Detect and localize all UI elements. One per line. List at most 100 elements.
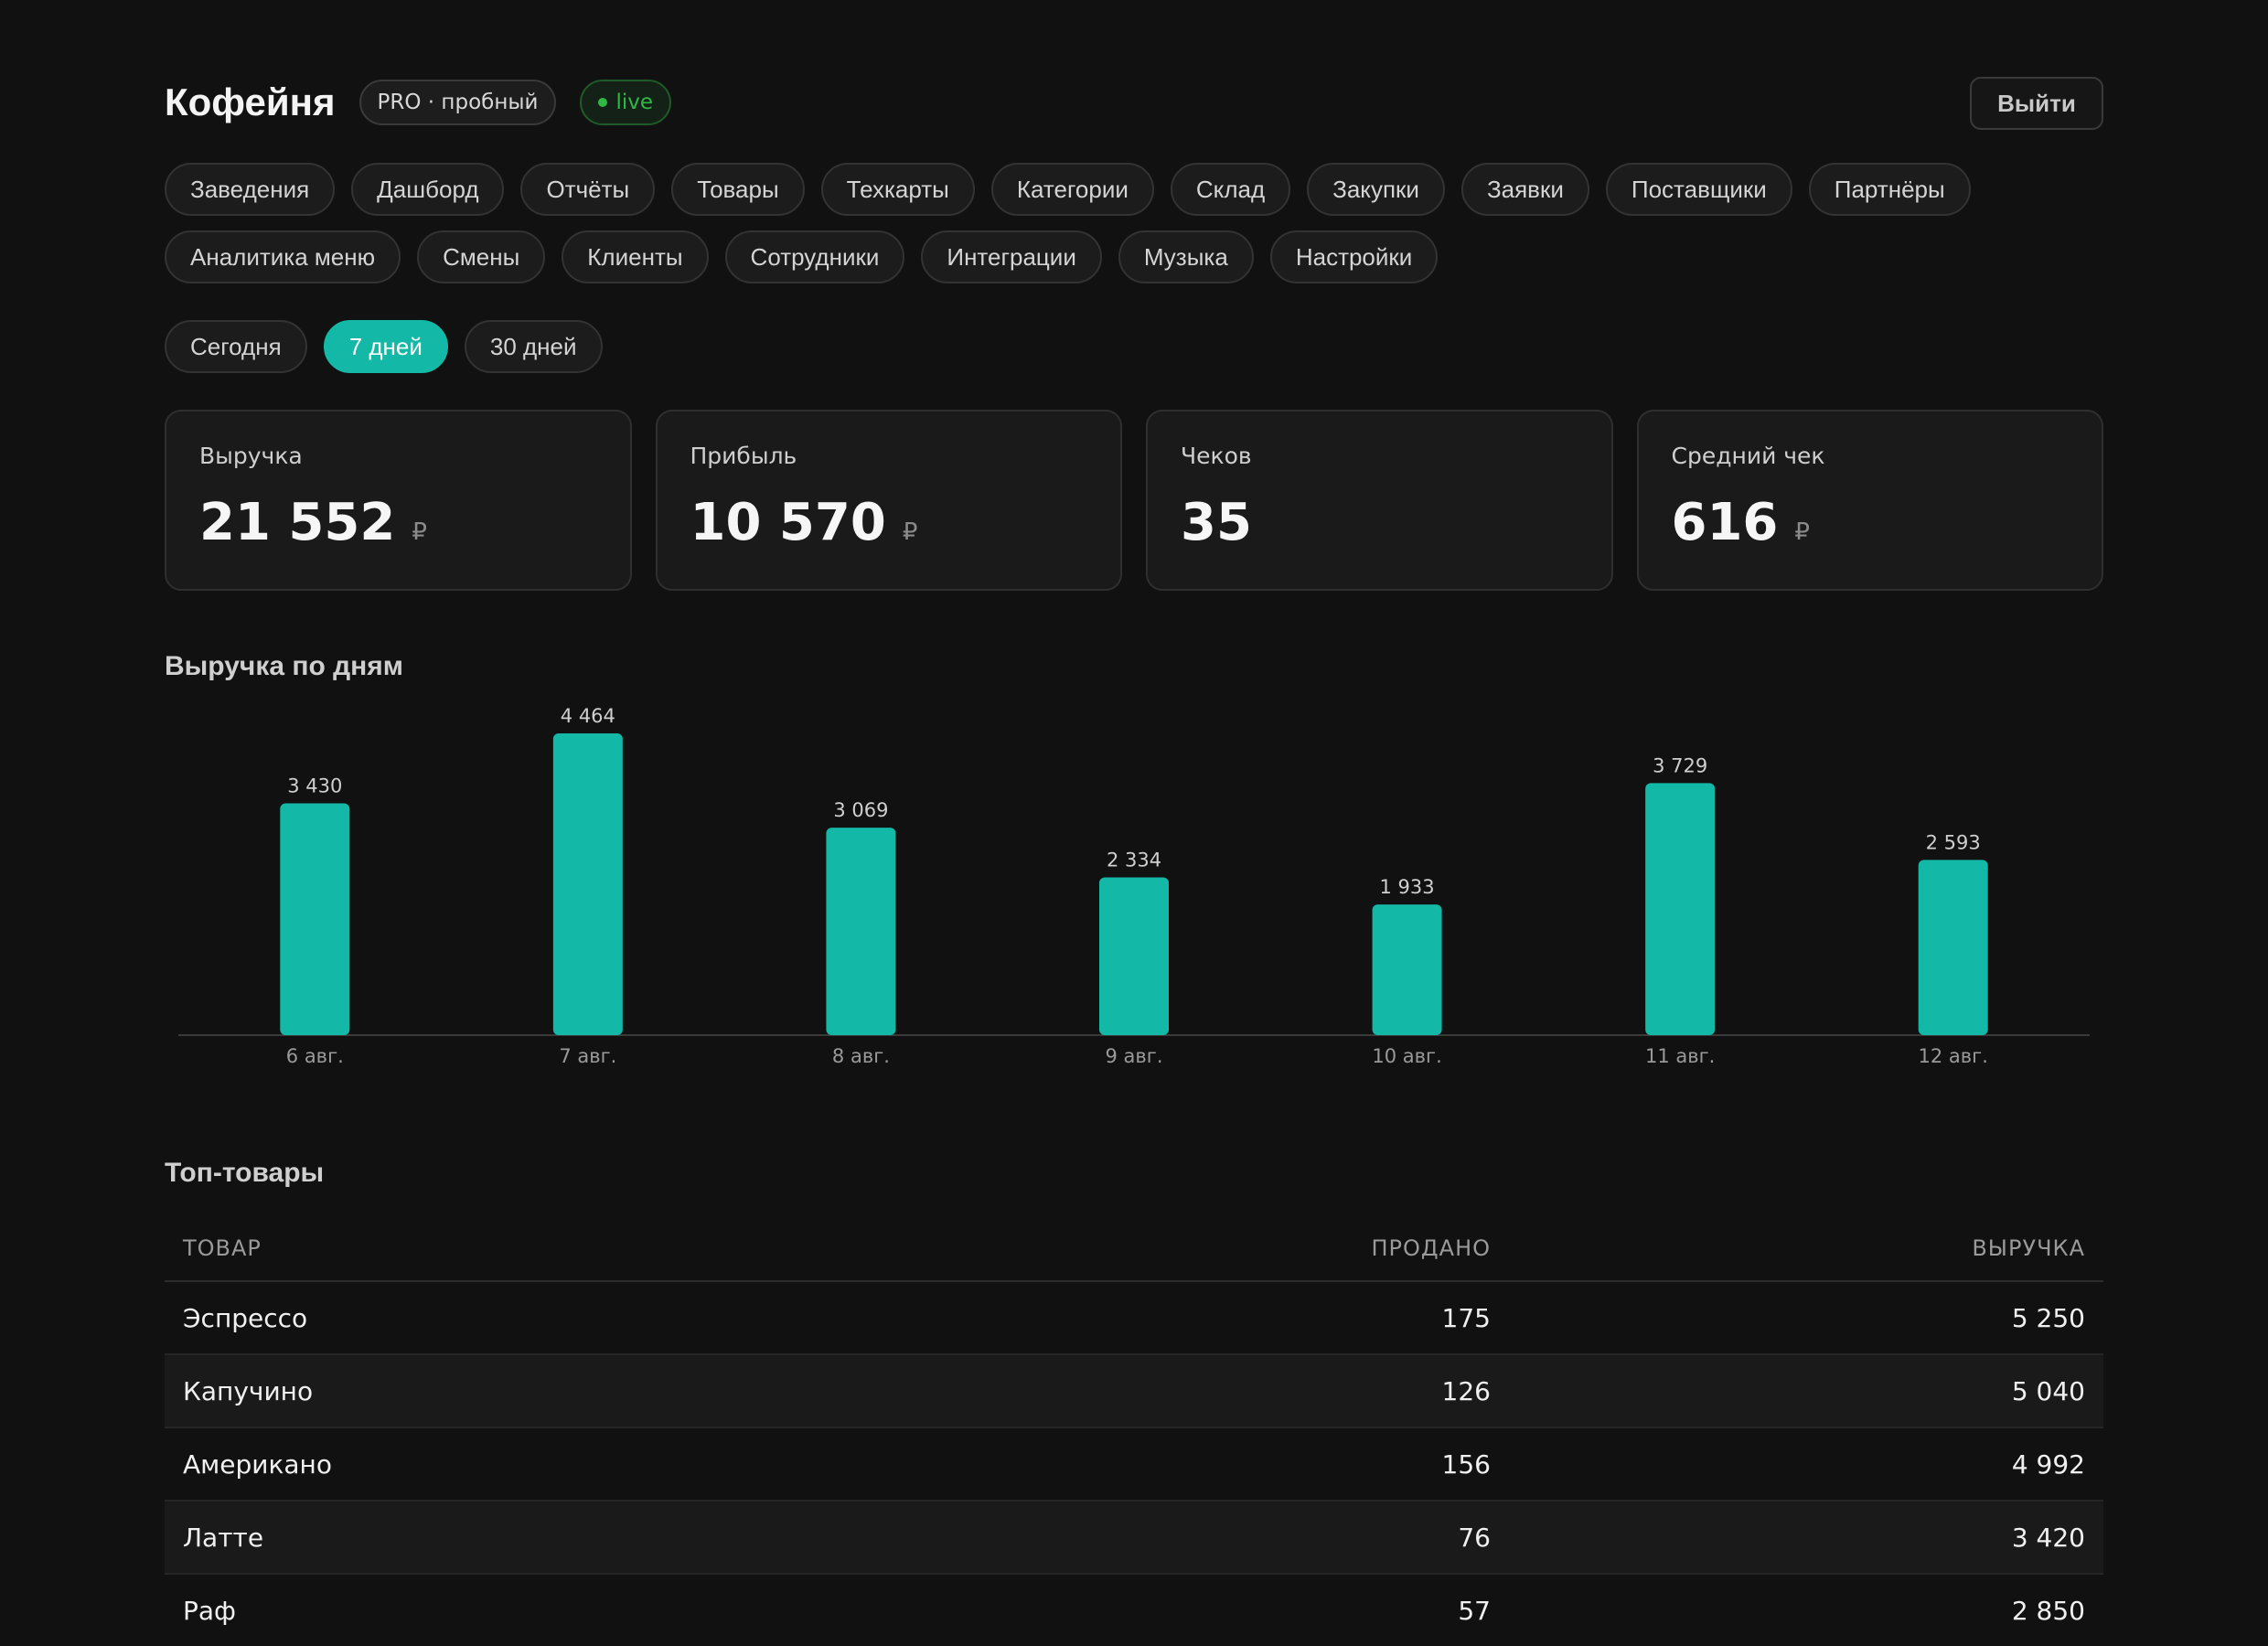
- stat-value-row: 21 552 ₽: [199, 493, 597, 552]
- table-body: Эспрессо 175 5 250 Капучино 126 5 040 Американ…: [165, 1282, 2103, 1646]
- revenue-cell: 5 250: [2011, 1302, 2085, 1333]
- nav-item-17[interactable]: Настройки: [1269, 230, 1439, 283]
- x-tick-label: 11 авг.: [1645, 1045, 1715, 1067]
- nav-item-3[interactable]: Товары: [671, 163, 805, 216]
- chart-bar[interactable]: [1372, 904, 1442, 1035]
- x-tick-label: 9 авг.: [1106, 1045, 1163, 1067]
- bar-value-label: 2 334: [1107, 849, 1161, 871]
- stat-label: Средний чек: [1671, 443, 1825, 469]
- revenue-cell: 3 420: [2011, 1522, 2085, 1553]
- top-products-title: Топ-товары: [165, 1158, 325, 1188]
- top-products-table: ТОВАР ПРОДАНО ВЫРУЧКА Эспрессо 175 5 250 Ка…: [165, 1216, 2103, 1646]
- chart-bar[interactable]: [1099, 877, 1169, 1035]
- sold-cell: 175: [1441, 1302, 1491, 1333]
- sold-cell: 156: [1441, 1448, 1491, 1480]
- bar-value-label: 4 464: [561, 705, 615, 727]
- x-tick-label: 7 авг.: [559, 1045, 616, 1067]
- app-title: Кофейня: [165, 80, 336, 123]
- nav-item-1[interactable]: Дашборд: [351, 163, 505, 216]
- stat-label: Чеков: [1181, 443, 1252, 469]
- stat-value: 35: [1181, 493, 1252, 552]
- nav-item-11[interactable]: Аналитика меню: [165, 230, 401, 283]
- product-name-cell: Латте: [183, 1522, 264, 1553]
- bar-value-label: 2 593: [1926, 831, 1981, 853]
- stat-value-row: 616 ₽: [1672, 493, 2070, 552]
- nav-item-12[interactable]: Смены: [417, 230, 546, 283]
- chart-bar[interactable]: [552, 733, 623, 1035]
- nav-item-9[interactable]: Поставщики: [1605, 163, 1792, 216]
- stat-card: Прибыль 10 570 ₽: [655, 410, 1122, 591]
- revenue-cell: 2 850: [2011, 1595, 2085, 1626]
- live-label: live: [615, 91, 654, 114]
- stat-card: Выручка 21 552 ₽: [165, 410, 632, 591]
- nav-item-10[interactable]: Партнёры: [1808, 163, 1971, 216]
- stat-value-row: 10 570 ₽: [690, 493, 1088, 552]
- column-header-product: ТОВАР: [183, 1235, 262, 1261]
- nav-item-8[interactable]: Заявки: [1460, 163, 1589, 216]
- nav-item-15[interactable]: Интеграции: [921, 230, 1102, 283]
- main-nav: Заведения Дашборд Отчёты Товары Техкарты Кате…: [165, 163, 2103, 283]
- stat-value: 616: [1671, 493, 1779, 552]
- header: Кофейня PRO · пробный live Выйти: [165, 75, 2103, 130]
- nav-item-13[interactable]: Клиенты: [562, 230, 709, 283]
- chart-bar[interactable]: [1645, 783, 1716, 1035]
- bar-value-label: 1 933: [1380, 876, 1435, 898]
- logout-button[interactable]: Выйти: [1970, 77, 2103, 130]
- revenue-cell: 4 992: [2011, 1448, 2085, 1480]
- table-row: Американо 156 4 992: [165, 1428, 2103, 1502]
- live-dot-icon: [598, 98, 608, 107]
- revenue-bar-chart: 3 430 6 авг. 4 464 7 авг. 3 069 8 авг. 2 334 9 …: [178, 705, 2090, 1067]
- stat-value-row: 35: [1181, 493, 1578, 552]
- product-name-cell: Американо: [183, 1448, 332, 1480]
- table-row: Раф 57 2 850: [165, 1575, 2103, 1646]
- x-tick-label: 12 авг.: [1919, 1045, 1988, 1067]
- chart-bar[interactable]: [1918, 860, 1988, 1035]
- bar-value-label: 3 430: [287, 775, 342, 796]
- nav-item-7[interactable]: Закупки: [1307, 163, 1445, 216]
- sold-cell: 76: [1458, 1522, 1491, 1553]
- x-tick-label: 10 авг.: [1372, 1045, 1441, 1067]
- nav-item-2[interactable]: Отчёты: [520, 163, 656, 216]
- stat-label: Выручка: [199, 443, 303, 469]
- x-tick-label: 8 авг.: [832, 1045, 890, 1067]
- column-header-revenue: ВЫРУЧКА: [1972, 1235, 2085, 1261]
- stat-label: Прибыль: [690, 443, 797, 469]
- bar-value-label: 3 069: [833, 799, 888, 821]
- stats-row: Выручка 21 552 ₽ Прибыль 10 570 ₽ Чеков 35 Средн…: [165, 410, 2103, 591]
- table-row: Капучино 126 5 040: [165, 1355, 2103, 1428]
- nav-item-5[interactable]: Категории: [990, 163, 1154, 216]
- revenue-cell: 5 040: [2011, 1375, 2085, 1406]
- currency-unit: ₽: [1794, 518, 1810, 546]
- stat-card: Чеков 35: [1146, 410, 1613, 591]
- plan-badge: PRO · пробный: [358, 80, 557, 125]
- chart-title: Выручка по дням: [165, 651, 403, 681]
- period-tab-1[interactable]: 7 дней: [323, 320, 448, 373]
- period-tab-0[interactable]: Сегодня: [165, 320, 307, 373]
- product-name-cell: Эспрессо: [183, 1302, 308, 1333]
- live-status-badge: live: [580, 80, 672, 125]
- stat-card: Средний чек 616 ₽: [1636, 410, 2103, 591]
- stat-value: 10 570: [690, 493, 886, 552]
- nav-item-6[interactable]: Склад: [1170, 163, 1291, 216]
- table-row: Эспрессо 175 5 250: [165, 1282, 2103, 1355]
- nav-item-0[interactable]: Заведения: [165, 163, 336, 216]
- nav-item-4[interactable]: Техкарты: [820, 163, 975, 216]
- sold-cell: 126: [1441, 1375, 1491, 1406]
- chart-bar[interactable]: [826, 828, 896, 1035]
- bar-value-label: 3 729: [1653, 754, 1707, 776]
- nav-item-14[interactable]: Сотрудники: [724, 230, 905, 283]
- nav-item-16[interactable]: Музыка: [1118, 230, 1254, 283]
- sold-cell: 57: [1458, 1595, 1491, 1626]
- x-tick-label: 6 авг.: [286, 1045, 344, 1067]
- column-header-sold: ПРОДАНО: [1371, 1235, 1491, 1261]
- currency-unit: ₽: [412, 518, 427, 546]
- period-tab-2[interactable]: 30 дней: [464, 320, 603, 373]
- stat-value: 21 552: [199, 493, 396, 552]
- table-row: Латте 76 3 420: [165, 1502, 2103, 1575]
- table-header: ТОВАР ПРОДАНО ВЫРУЧКА: [165, 1216, 2103, 1282]
- period-selector: Сегодня 7 дней 30 дней: [165, 320, 603, 373]
- product-name-cell: Капучино: [183, 1375, 314, 1406]
- currency-unit: ₽: [902, 518, 918, 546]
- chart-bar[interactable]: [280, 803, 350, 1035]
